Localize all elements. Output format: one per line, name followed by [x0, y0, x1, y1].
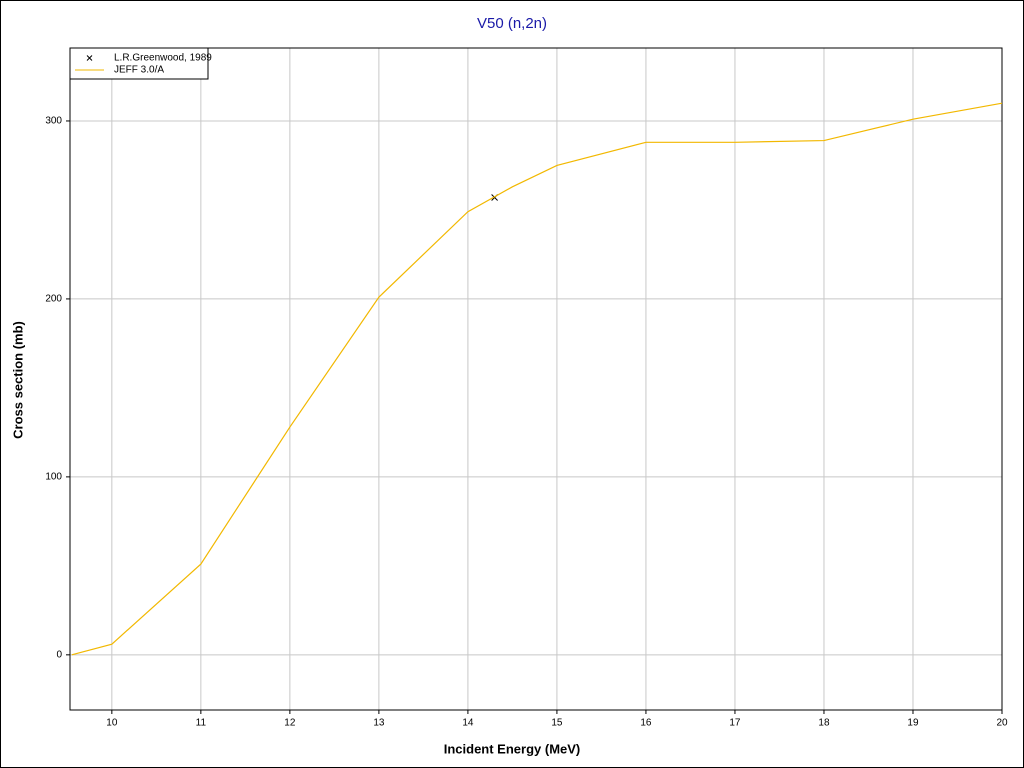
y-tick-label: 100	[45, 472, 62, 483]
x-tick-label: 17	[729, 718, 741, 729]
x-tick-label: 16	[640, 718, 652, 729]
x-tick-label: 14	[462, 718, 474, 729]
x-tick-label: 19	[907, 718, 919, 729]
x-tick-label: 20	[996, 718, 1008, 729]
x-tick-label: 10	[106, 718, 118, 729]
data-line	[71, 102, 1003, 656]
legend-label: JEFF 3.0/A	[114, 65, 164, 76]
x-axis-label: Incident Energy (MeV)	[444, 741, 581, 756]
x-tick-label: 13	[373, 718, 385, 729]
plot-area	[69, 47, 1003, 711]
legend-marker	[86, 55, 93, 61]
legend-box	[69, 47, 209, 80]
x-tick-label: 15	[551, 718, 563, 729]
chart-title: V50 (n,2n)	[477, 15, 547, 32]
y-axis-label: Cross section (mb)	[10, 321, 25, 439]
x-tick-label: 12	[284, 718, 296, 729]
legend-label: L.R.Greenwood, 1989	[114, 53, 212, 64]
y-tick-label: 300	[45, 116, 62, 127]
x-tick-label: 18	[818, 718, 830, 729]
x-tick-label: 11	[196, 718, 207, 729]
y-tick-label: 200	[45, 294, 62, 305]
y-tick-label: 0	[56, 649, 62, 660]
